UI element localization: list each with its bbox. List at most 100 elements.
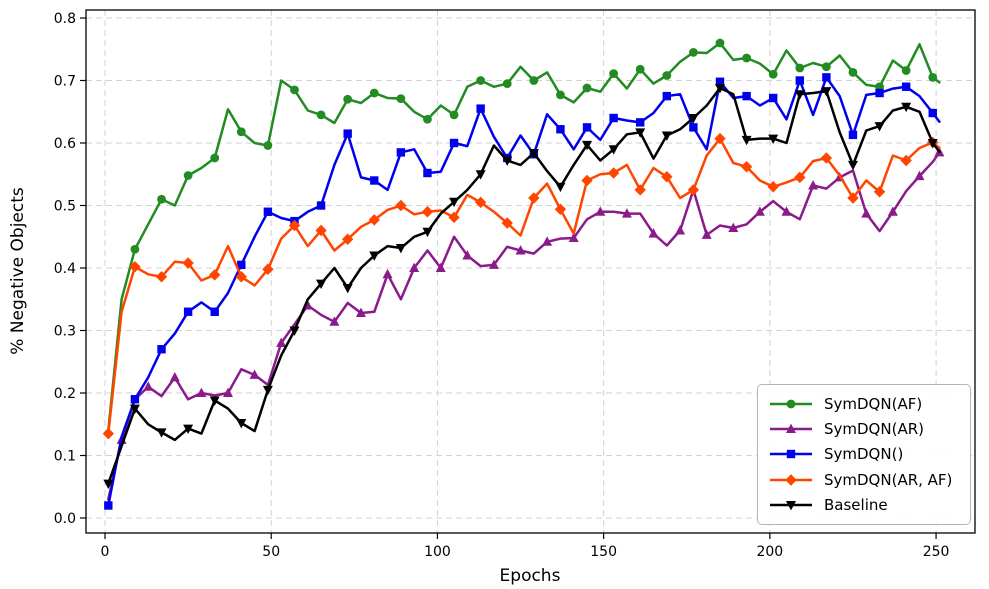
marker-diamond [155,271,168,283]
legend-marker-triangle-down-icon [770,501,812,511]
marker-diamond [687,184,700,196]
series-layer [102,38,945,510]
marker-square [476,104,485,113]
marker-square [689,123,698,132]
marker-triangle-down [369,251,380,261]
marker-diamond [820,152,833,164]
marker-circle [316,110,326,120]
marker-circle [476,76,486,85]
marker-triangle-down [103,479,114,490]
marker-square [662,91,672,101]
marker-diamond [794,171,806,184]
marker-circle [582,83,592,93]
marker-diamond [262,263,274,275]
marker-circle [157,194,166,204]
marker-triangle-up [675,225,686,235]
series-markers-3 [102,132,939,440]
marker-triangle-up [515,245,526,255]
marker-square [343,129,352,138]
marker-square [237,260,246,270]
marker-triangle-down [768,134,779,145]
series-line-3 [107,137,941,435]
marker-triangle-down [786,501,796,511]
y-tick-label: 0.2 [54,386,76,402]
marker-square [609,113,618,123]
marker-circle [343,94,353,104]
legend-marker-circle-icon [770,399,812,409]
legend-label: SymDQN(AR) [824,420,924,439]
marker-triangle-down [821,87,832,97]
marker-circle [263,141,273,150]
marker-triangle-down [741,135,752,146]
marker-triangle-up [355,307,366,317]
y-tick-label: 0.6 [54,136,76,152]
series-line-2 [107,76,941,507]
marker-triangle-down [608,145,619,155]
marker-triangle-up [808,180,819,190]
marker-triangle-up [196,387,207,397]
marker-diamond [368,214,380,226]
marker-triangle-up [542,236,553,246]
marker-triangle-up [462,250,473,260]
marker-triangle-down [262,385,273,396]
marker-triangle-down [422,227,433,238]
marker-circle [556,90,565,100]
marker-square [157,345,166,354]
marker-triangle-up [621,208,632,218]
marker-square [848,130,858,140]
marker-triangle-down [555,182,566,193]
marker-circle [236,127,246,137]
x-tick-label: 0 [101,544,110,560]
marker-triangle-down [449,197,460,208]
marker-diamond [581,174,593,187]
marker-triangle-up [249,369,260,379]
legend-item: SymDQN(AR) [768,420,960,438]
marker-triangle-up [595,206,606,216]
marker-triangle-up [276,337,287,347]
marker-diamond [209,269,221,281]
marker-circle [369,88,379,98]
marker-triangle-up [222,387,233,397]
marker-square [210,307,219,316]
legend-item: SymDQN(AF) [768,395,960,413]
marker-circle [635,64,645,74]
legend-item: Baseline [768,496,960,514]
marker-triangle-down [661,131,672,141]
marker-diamond [554,203,567,215]
marker-square [396,148,406,157]
marker-square [928,108,937,118]
marker-triangle-up [786,423,796,434]
marker-diamond [785,474,797,486]
marker-circle [183,171,193,180]
legend-marker-square-icon [770,450,812,459]
marker-triangle-up [914,170,925,181]
marker-diamond [900,154,912,167]
marker-circle [928,72,938,82]
legend-label: SymDQN(AR, AF) [824,470,953,489]
marker-diamond [448,211,460,224]
marker-diamond [395,199,407,212]
marker-triangle-up [887,206,898,216]
legend-label: Baseline [824,496,888,515]
marker-square [795,76,804,85]
marker-circle [396,94,406,104]
marker-triangle-down [582,140,593,151]
y-tick-label: 0.3 [54,324,76,340]
marker-diamond [501,217,513,229]
marker-square [742,91,751,101]
series-line-1 [107,151,941,501]
legend-marker-diamond-icon [770,474,812,486]
marker-triangle-down [395,244,406,254]
marker-triangle-down [847,160,858,171]
plot-area-border [85,9,976,534]
marker-square [875,88,884,98]
marker-diamond [714,132,726,145]
marker-circle [210,153,220,163]
marker-diamond [474,196,487,209]
marker-diamond [288,219,301,232]
marker-triangle-up [754,206,765,216]
marker-triangle-up [568,232,579,242]
legend-item: SymDQN(AR, AF) [768,471,960,489]
marker-square [582,123,592,132]
marker-circle [529,76,539,85]
